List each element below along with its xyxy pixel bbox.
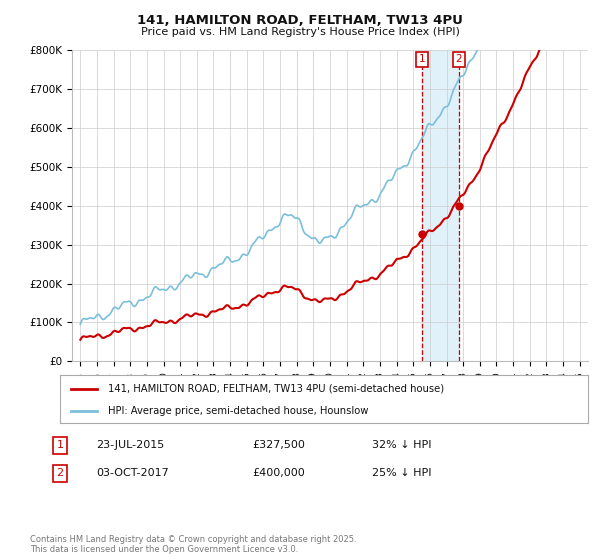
Text: 1: 1: [419, 54, 425, 64]
Text: £327,500: £327,500: [252, 440, 305, 450]
Text: 32% ↓ HPI: 32% ↓ HPI: [372, 440, 431, 450]
Text: £400,000: £400,000: [252, 468, 305, 478]
Text: 141, HAMILTON ROAD, FELTHAM, TW13 4PU (semi-detached house): 141, HAMILTON ROAD, FELTHAM, TW13 4PU (s…: [107, 384, 443, 394]
Text: 1: 1: [56, 440, 64, 450]
Text: 03-OCT-2017: 03-OCT-2017: [96, 468, 169, 478]
Text: 23-JUL-2015: 23-JUL-2015: [96, 440, 164, 450]
Text: 25% ↓ HPI: 25% ↓ HPI: [372, 468, 431, 478]
Text: 141, HAMILTON ROAD, FELTHAM, TW13 4PU: 141, HAMILTON ROAD, FELTHAM, TW13 4PU: [137, 14, 463, 27]
Text: HPI: Average price, semi-detached house, Hounslow: HPI: Average price, semi-detached house,…: [107, 406, 368, 416]
Text: Contains HM Land Registry data © Crown copyright and database right 2025.
This d: Contains HM Land Registry data © Crown c…: [30, 535, 356, 554]
Text: 2: 2: [455, 54, 463, 64]
Text: 2: 2: [56, 468, 64, 478]
Text: Price paid vs. HM Land Registry's House Price Index (HPI): Price paid vs. HM Land Registry's House …: [140, 27, 460, 37]
Bar: [422, 50, 459, 361]
